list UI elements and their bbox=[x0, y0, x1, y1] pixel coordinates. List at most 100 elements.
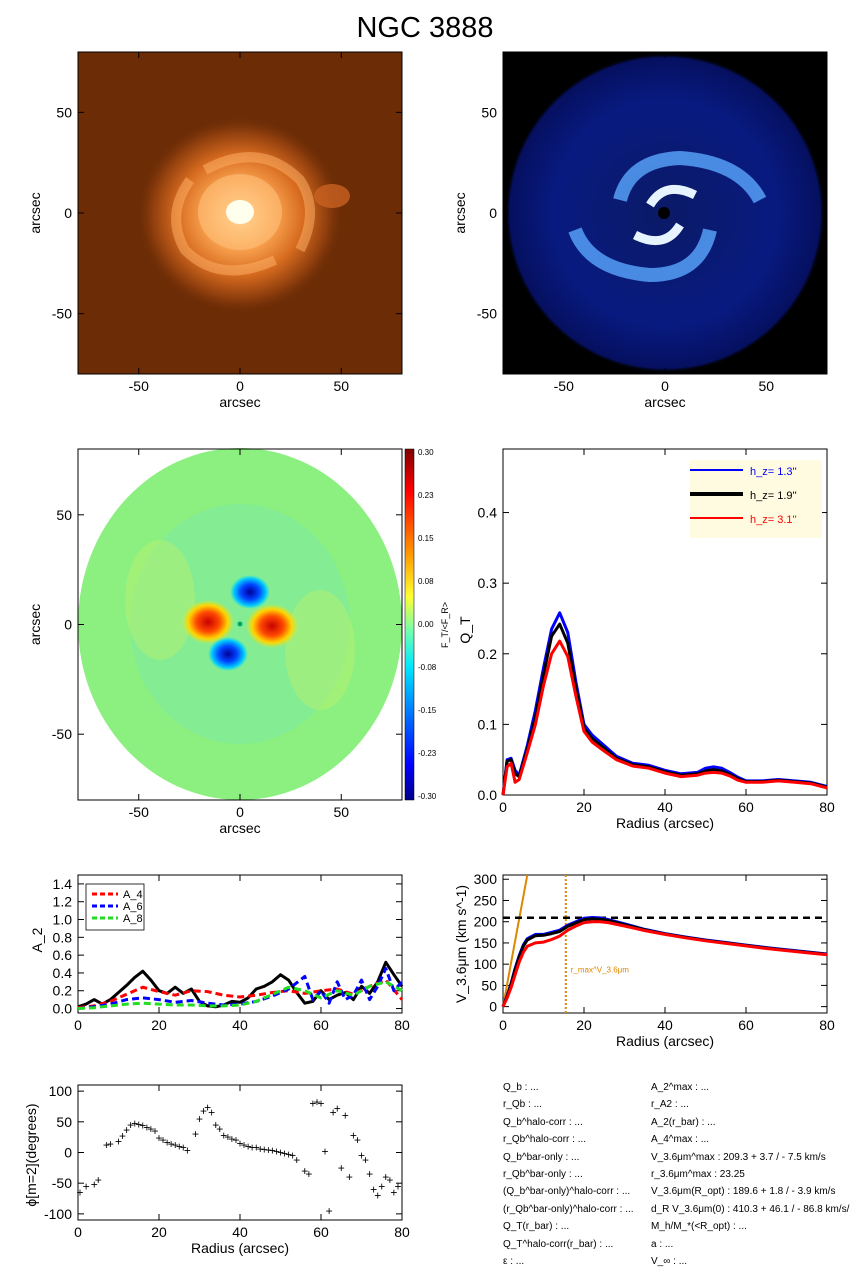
vc-ylabel: V_3.6μm (km s^-1) bbox=[453, 885, 469, 1003]
phase-ylabel: ϕ[m=2](degrees) bbox=[23, 1103, 39, 1206]
image_residual-xtick-label: -50 bbox=[554, 378, 574, 394]
force-map-red-lobe-right bbox=[246, 604, 298, 648]
figure-title: NGC 3888 bbox=[356, 12, 494, 44]
am_profile-ytick-label: 0.6 bbox=[53, 947, 73, 963]
qt_profile-xtick-label: 20 bbox=[576, 799, 592, 815]
colorbar-label: F_T/<F_R> bbox=[440, 602, 450, 648]
rotation_curve-ytick-label: 150 bbox=[474, 935, 498, 951]
phase-point: + bbox=[160, 1133, 167, 1147]
phase-point: + bbox=[196, 1112, 203, 1126]
qt_profile-ytick-label: 0.2 bbox=[478, 646, 498, 662]
am_profile-ytick-label: 0.4 bbox=[53, 965, 73, 981]
colorbar-tick-label: 0.23 bbox=[418, 491, 434, 500]
rotation_curve-xtick-label: 60 bbox=[738, 1017, 754, 1033]
colorbar-tick-label: 0.00 bbox=[418, 620, 434, 629]
phase-point: + bbox=[241, 1138, 248, 1152]
image_residual-ytick-label: 0 bbox=[489, 205, 497, 221]
phase-point: + bbox=[172, 1138, 179, 1152]
phase-point: + bbox=[208, 1106, 215, 1120]
param-qb-bar-only: Q_b^bar-only : ... bbox=[503, 1151, 580, 1163]
phase-point: + bbox=[374, 1188, 381, 1202]
phase-point: + bbox=[269, 1144, 276, 1158]
phase-point: + bbox=[204, 1101, 211, 1115]
param-qt-halo-corr-rbar: Q_T^halo-corr(r_bar) : ... bbox=[503, 1238, 614, 1250]
phase_profile-xtick-label: 0 bbox=[74, 1224, 82, 1240]
param-mh-mstar: M_h/M_*(<R_opt) : ... bbox=[651, 1221, 747, 1233]
param-rqb-bar-only: r_Qb^bar-only : ... bbox=[503, 1169, 583, 1181]
force_map-ylabel: arcsec bbox=[27, 604, 43, 645]
qt_profile-xtick-label: 40 bbox=[657, 799, 673, 815]
param-a: a : ... bbox=[651, 1238, 674, 1250]
image_optical-ytick-label: 0 bbox=[64, 205, 72, 221]
phase-point: + bbox=[245, 1139, 252, 1153]
image_optical-ytick-label: 50 bbox=[56, 104, 72, 120]
am_profile-ytick-label: 1.2 bbox=[53, 894, 73, 910]
phase-point: + bbox=[317, 1096, 324, 1110]
phase_profile-axes: 0 20 40 60 80 100 50 0 -50 -100 Radius (arcsec) bbox=[44, 1083, 410, 1256]
phase-point: + bbox=[107, 1137, 114, 1151]
qt_profile-ytick-label: 0.0 bbox=[478, 787, 498, 803]
phase-point: + bbox=[220, 1128, 227, 1142]
phase-point: + bbox=[131, 1117, 138, 1131]
rotation_curve-ytick-label: 200 bbox=[474, 914, 498, 930]
phase-point: + bbox=[176, 1139, 183, 1153]
phase-point: + bbox=[362, 1153, 369, 1167]
am_profile-xtick-label: 20 bbox=[151, 1017, 167, 1033]
force_map-axes: -50 0 50 -50 0 50 arcsec bbox=[52, 449, 402, 836]
phase-point: + bbox=[350, 1128, 357, 1142]
param-qb-halo-corr: Q_b^halo-corr : ... bbox=[503, 1116, 583, 1128]
qt_profile-ytick-label: 0.4 bbox=[478, 505, 498, 521]
am_profile-xtick-label: 80 bbox=[394, 1017, 410, 1033]
force-map-blue-lobe-top bbox=[230, 575, 270, 609]
residual-galaxy-image bbox=[505, 53, 825, 373]
phase_profile-ytick-label: -50 bbox=[52, 1175, 72, 1191]
rotation_curve-xtick-label: 40 bbox=[657, 1017, 673, 1033]
force_map-ytick-label: 0 bbox=[64, 617, 72, 633]
param-v-ropt: V_3.6μm(R_opt) : 189.6 + 1.8 / - 3.9 km/… bbox=[651, 1186, 836, 1198]
phase_profile-xtick-label: 60 bbox=[313, 1224, 329, 1240]
colorbar-tick-label: 0.15 bbox=[418, 534, 434, 543]
phase-point: + bbox=[200, 1104, 207, 1118]
rotation_curve-ytick-label: 50 bbox=[481, 977, 497, 993]
phase-point: + bbox=[326, 1204, 333, 1218]
am_profile-ytick-label: 0.0 bbox=[53, 1001, 73, 1017]
image_residual-ytick-label: 50 bbox=[481, 104, 497, 120]
residual-image-panel bbox=[502, 51, 828, 375]
phase-point: + bbox=[139, 1119, 146, 1133]
phase-point: + bbox=[289, 1149, 296, 1163]
phase-point: + bbox=[103, 1138, 110, 1152]
param-a2max: A_2^max : ... bbox=[651, 1082, 710, 1093]
phase_profile-xlabel: Radius (arcsec) bbox=[191, 1240, 289, 1256]
qt-series-red bbox=[501, 639, 828, 796]
phase-point: + bbox=[277, 1146, 284, 1160]
param-qt-rbar: Q_T(r_bar) : ... bbox=[503, 1221, 570, 1233]
qt-ylabel: Q_T bbox=[457, 616, 473, 644]
colorbar-tick-label: -0.15 bbox=[418, 706, 437, 715]
phase-point: + bbox=[147, 1122, 154, 1136]
force_map-ytick-label: -50 bbox=[52, 726, 72, 742]
params-right-list: A_2^max : ... r_A2 : ... A_2(r_bar) : ..… bbox=[651, 1079, 850, 1270]
phase-point: + bbox=[358, 1149, 365, 1163]
am_profile-xtick-label: 0 bbox=[74, 1017, 82, 1033]
rotation_curve-ytick-label: 0 bbox=[489, 999, 497, 1015]
image_optical-xlabel: arcsec bbox=[219, 394, 260, 410]
am-legend-label-A_6: A_6 bbox=[123, 901, 143, 913]
phase-point: + bbox=[236, 1136, 243, 1150]
optical-galaxy-image bbox=[135, 115, 350, 315]
qt-legend-label-red: h_z= 3.1'' bbox=[750, 514, 797, 526]
vc-series-blue bbox=[501, 916, 828, 1008]
phase-point: + bbox=[249, 1141, 256, 1155]
image_residual-xlabel: arcsec bbox=[644, 394, 685, 410]
param-qb-bar-only-halo-corr: (Q_b^bar-only)^halo-corr : ... bbox=[503, 1186, 631, 1198]
am-ylabel: A_2 bbox=[29, 927, 45, 952]
image_residual-ytick-label: -50 bbox=[477, 306, 497, 322]
phase-point: + bbox=[305, 1167, 312, 1181]
param-epsilon: ε : ... bbox=[503, 1256, 525, 1268]
qt_profile-xtick-label: 0 bbox=[499, 799, 507, 815]
phase-point: + bbox=[281, 1147, 288, 1161]
param-ra2: r_A2 : ... bbox=[651, 1099, 689, 1111]
phase-point: + bbox=[322, 1144, 329, 1158]
phase-point: + bbox=[370, 1182, 377, 1196]
phase-point: + bbox=[265, 1143, 272, 1157]
force-map-red-lobe-left bbox=[182, 600, 234, 644]
